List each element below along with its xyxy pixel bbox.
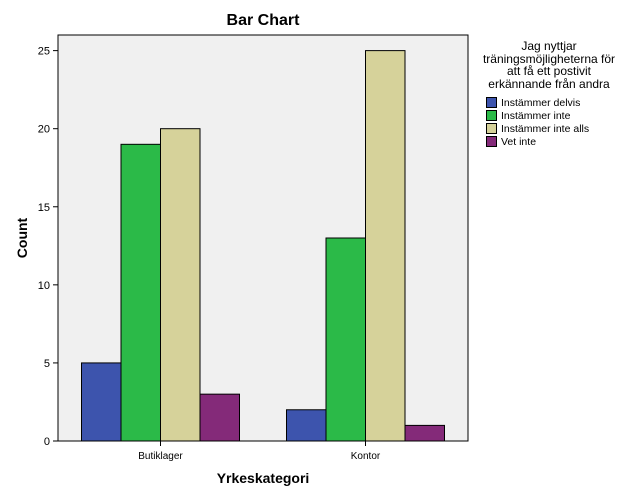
bar-butiklager-vet-inte (199, 393, 240, 442)
legend-swatch (486, 123, 497, 134)
legend-item-instämmer-inte-alls: Instämmer inte alls (486, 122, 622, 135)
x-axis-label: Yrkeskategori (216, 470, 310, 486)
chart-title: Bar Chart (226, 12, 300, 29)
y-tick-label: 15 (38, 202, 50, 214)
bar-butiklager-instämmer-inte-alls (160, 128, 201, 442)
bar-butiklager-instämmer-delvis (81, 362, 122, 442)
bar-kontor-instämmer-inte-alls (365, 50, 406, 442)
legend-swatch (486, 136, 497, 147)
y-tick-label: 10 (38, 280, 50, 292)
legend-label: Vet inte (501, 135, 537, 148)
y-tick-label: 25 (38, 46, 50, 58)
legend-swatch (486, 110, 497, 121)
bar-butiklager-instämmer-inte (120, 143, 161, 442)
legend-item-instämmer-delvis: Instämmer delvis (486, 96, 622, 109)
legend: Jag nyttjar träningsmöjligheterna för at… (476, 40, 622, 148)
bar-kontor-vet-inte (404, 424, 445, 442)
y-axis-label: Count (14, 217, 30, 259)
legend-label: Instämmer delvis (501, 96, 581, 109)
legend-item-vet-inte: Vet inte (486, 135, 622, 148)
bar-kontor-instämmer-inte (325, 237, 366, 442)
y-tick-label: 0 (44, 436, 50, 448)
x-tick-label: Kontor (351, 451, 381, 462)
legend-item-instämmer-inte: Instämmer inte (486, 109, 622, 122)
legend-label: Instämmer inte (501, 109, 571, 122)
legend-label: Instämmer inte alls (501, 122, 590, 135)
legend-swatch (486, 97, 497, 108)
y-tick-label: 20 (38, 124, 50, 136)
y-tick-label: 5 (44, 358, 50, 370)
x-tick-label: Butiklager (138, 451, 183, 462)
bar-kontor-instämmer-delvis (286, 409, 327, 442)
legend-title: Jag nyttjar träningsmöjligheterna för at… (482, 39, 616, 91)
